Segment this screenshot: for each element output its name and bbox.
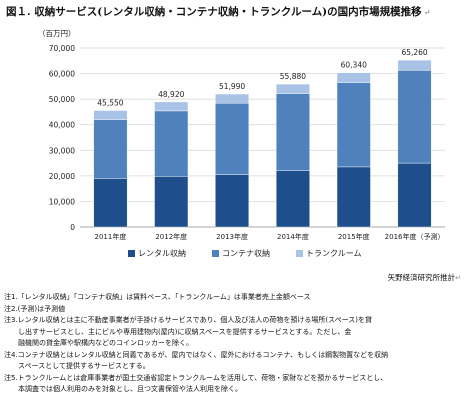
figure-title-text: 図１. 収納サービス(レンタル収納・コンテナ収納・トランクルーム)の国内市場規模… [6,6,422,18]
bar-segment [93,119,128,179]
bar-segment [336,72,371,83]
total-labels: 45,550 48,920 51,990 55,880 60,340 65,260 [97,48,428,107]
x-tick-label: 2015年度 [338,232,370,241]
bar-total-label: 45,550 [97,99,123,108]
y-tick-label: 0 [70,223,75,232]
legend: レンタル収納 コンテナ収納 トランクルーム [128,248,362,258]
note-line: 本調査では個人利用のみを対象とし、且つ文書保管や法人利用を除く。 [4,385,242,393]
bar-segment [154,176,189,228]
y-tick-label: 60,000 [49,70,75,79]
x-tick-label: 2014年度 [277,232,309,241]
note-line: し出すサービスとし、主にビルや専用建物内(屋内)に収納スペースを提供するサービス… [4,327,352,336]
bar-segment [93,178,128,228]
bars [93,59,432,228]
bar-segment [215,103,250,175]
return-mark: ↵ [455,274,461,282]
legend-swatch [128,250,135,257]
y-tick-label: 50,000 [49,95,75,104]
bar-total-label: 48,920 [158,90,184,99]
y-tick-label: 20,000 [49,172,75,181]
bar-segment [154,101,189,112]
x-tick-label: 2013年度 [216,232,248,241]
return-mark: ↵ [423,8,431,17]
x-tick-label: 2011年度 [95,232,127,241]
legend-label: コンテナ収納 [222,248,270,258]
legend-swatch [296,250,303,257]
bar-total-label: 60,340 [341,61,367,70]
x-axis-ticks: 2011年度 2012年度 2013年度 2014年度 2015年度 2016年度（予測） [95,232,445,241]
y-tick-label: 30,000 [49,146,75,155]
note-line: 注4.コンテナ収納とはレンタル収納と同義であるが、屋内ではなく、屋外におけるコン… [4,350,389,359]
y-tick-label: 70,000 [49,44,75,53]
note-line: 注1.「レンタル収納」「コンテナ収納」は賃料ベース、「トランクルーム」は事業者売… [4,293,311,301]
bar-total-label: 55,880 [280,72,306,81]
y-axis-ticks: 0 10,000 20,000 30,000 40,000 50,000 60,000 70,… [49,44,75,232]
bar-segment [397,59,432,71]
bar-segment [93,110,128,120]
note-line: 注2.(予測)は予測値 [4,304,66,313]
note-line: 注5.トランクルームとは倉庫事業者が国土交通省認定トランクルームを活用して、荷物… [4,373,388,382]
legend-label: トランクルーム [306,249,362,258]
y-axis-unit-label: （百万円） [38,29,76,38]
note-line: 融機関の貸金庫や駅構内などのコインロッカーを除く。 [4,339,193,347]
bar-segment [215,93,250,104]
bar-segment [397,162,432,228]
note-line: 注3.レンタル収納とは主に不動産事業者が手掛けるサービスであり、個人及び法人の荷… [4,316,372,324]
y-tick-label: 40,000 [49,121,75,130]
bar-segment [215,174,250,228]
bar-segment [275,83,310,94]
legend-swatch [212,250,219,257]
gridlines [80,47,445,228]
bar-segment [275,93,310,171]
note-line: スペースとして提供するサービスとする。 [4,362,150,370]
source-credit: 矢野経済研究所推計↵ [388,272,461,283]
figure-title: 図１. 収納サービス(レンタル収納・コンテナ収納・トランクルーム)の国内市場規模… [6,4,468,19]
bar-segment [397,70,432,164]
bar-segment [336,166,371,228]
source-text: 矢野経済研究所推計 [387,273,456,282]
x-tick-label: 2016年度（予測） [385,232,445,241]
bar-segment [336,82,371,168]
bar-total-label: 51,990 [219,82,245,91]
x-tick-label: 2012年度 [155,232,187,241]
bar-total-label: 65,260 [401,48,427,57]
y-tick-label: 10,000 [49,197,75,206]
stacked-bar-chart: 0 10,000 20,000 30,000 40,000 50,000 60,000 70,… [38,29,445,258]
bar-segment [275,170,310,228]
notes: 注1.「レンタル収納」「コンテナ収納」は賃料ベース、「トランクルーム」は事業者売… [4,292,466,396]
bar-segment [154,110,189,177]
legend-label: レンタル収納 [138,248,186,258]
